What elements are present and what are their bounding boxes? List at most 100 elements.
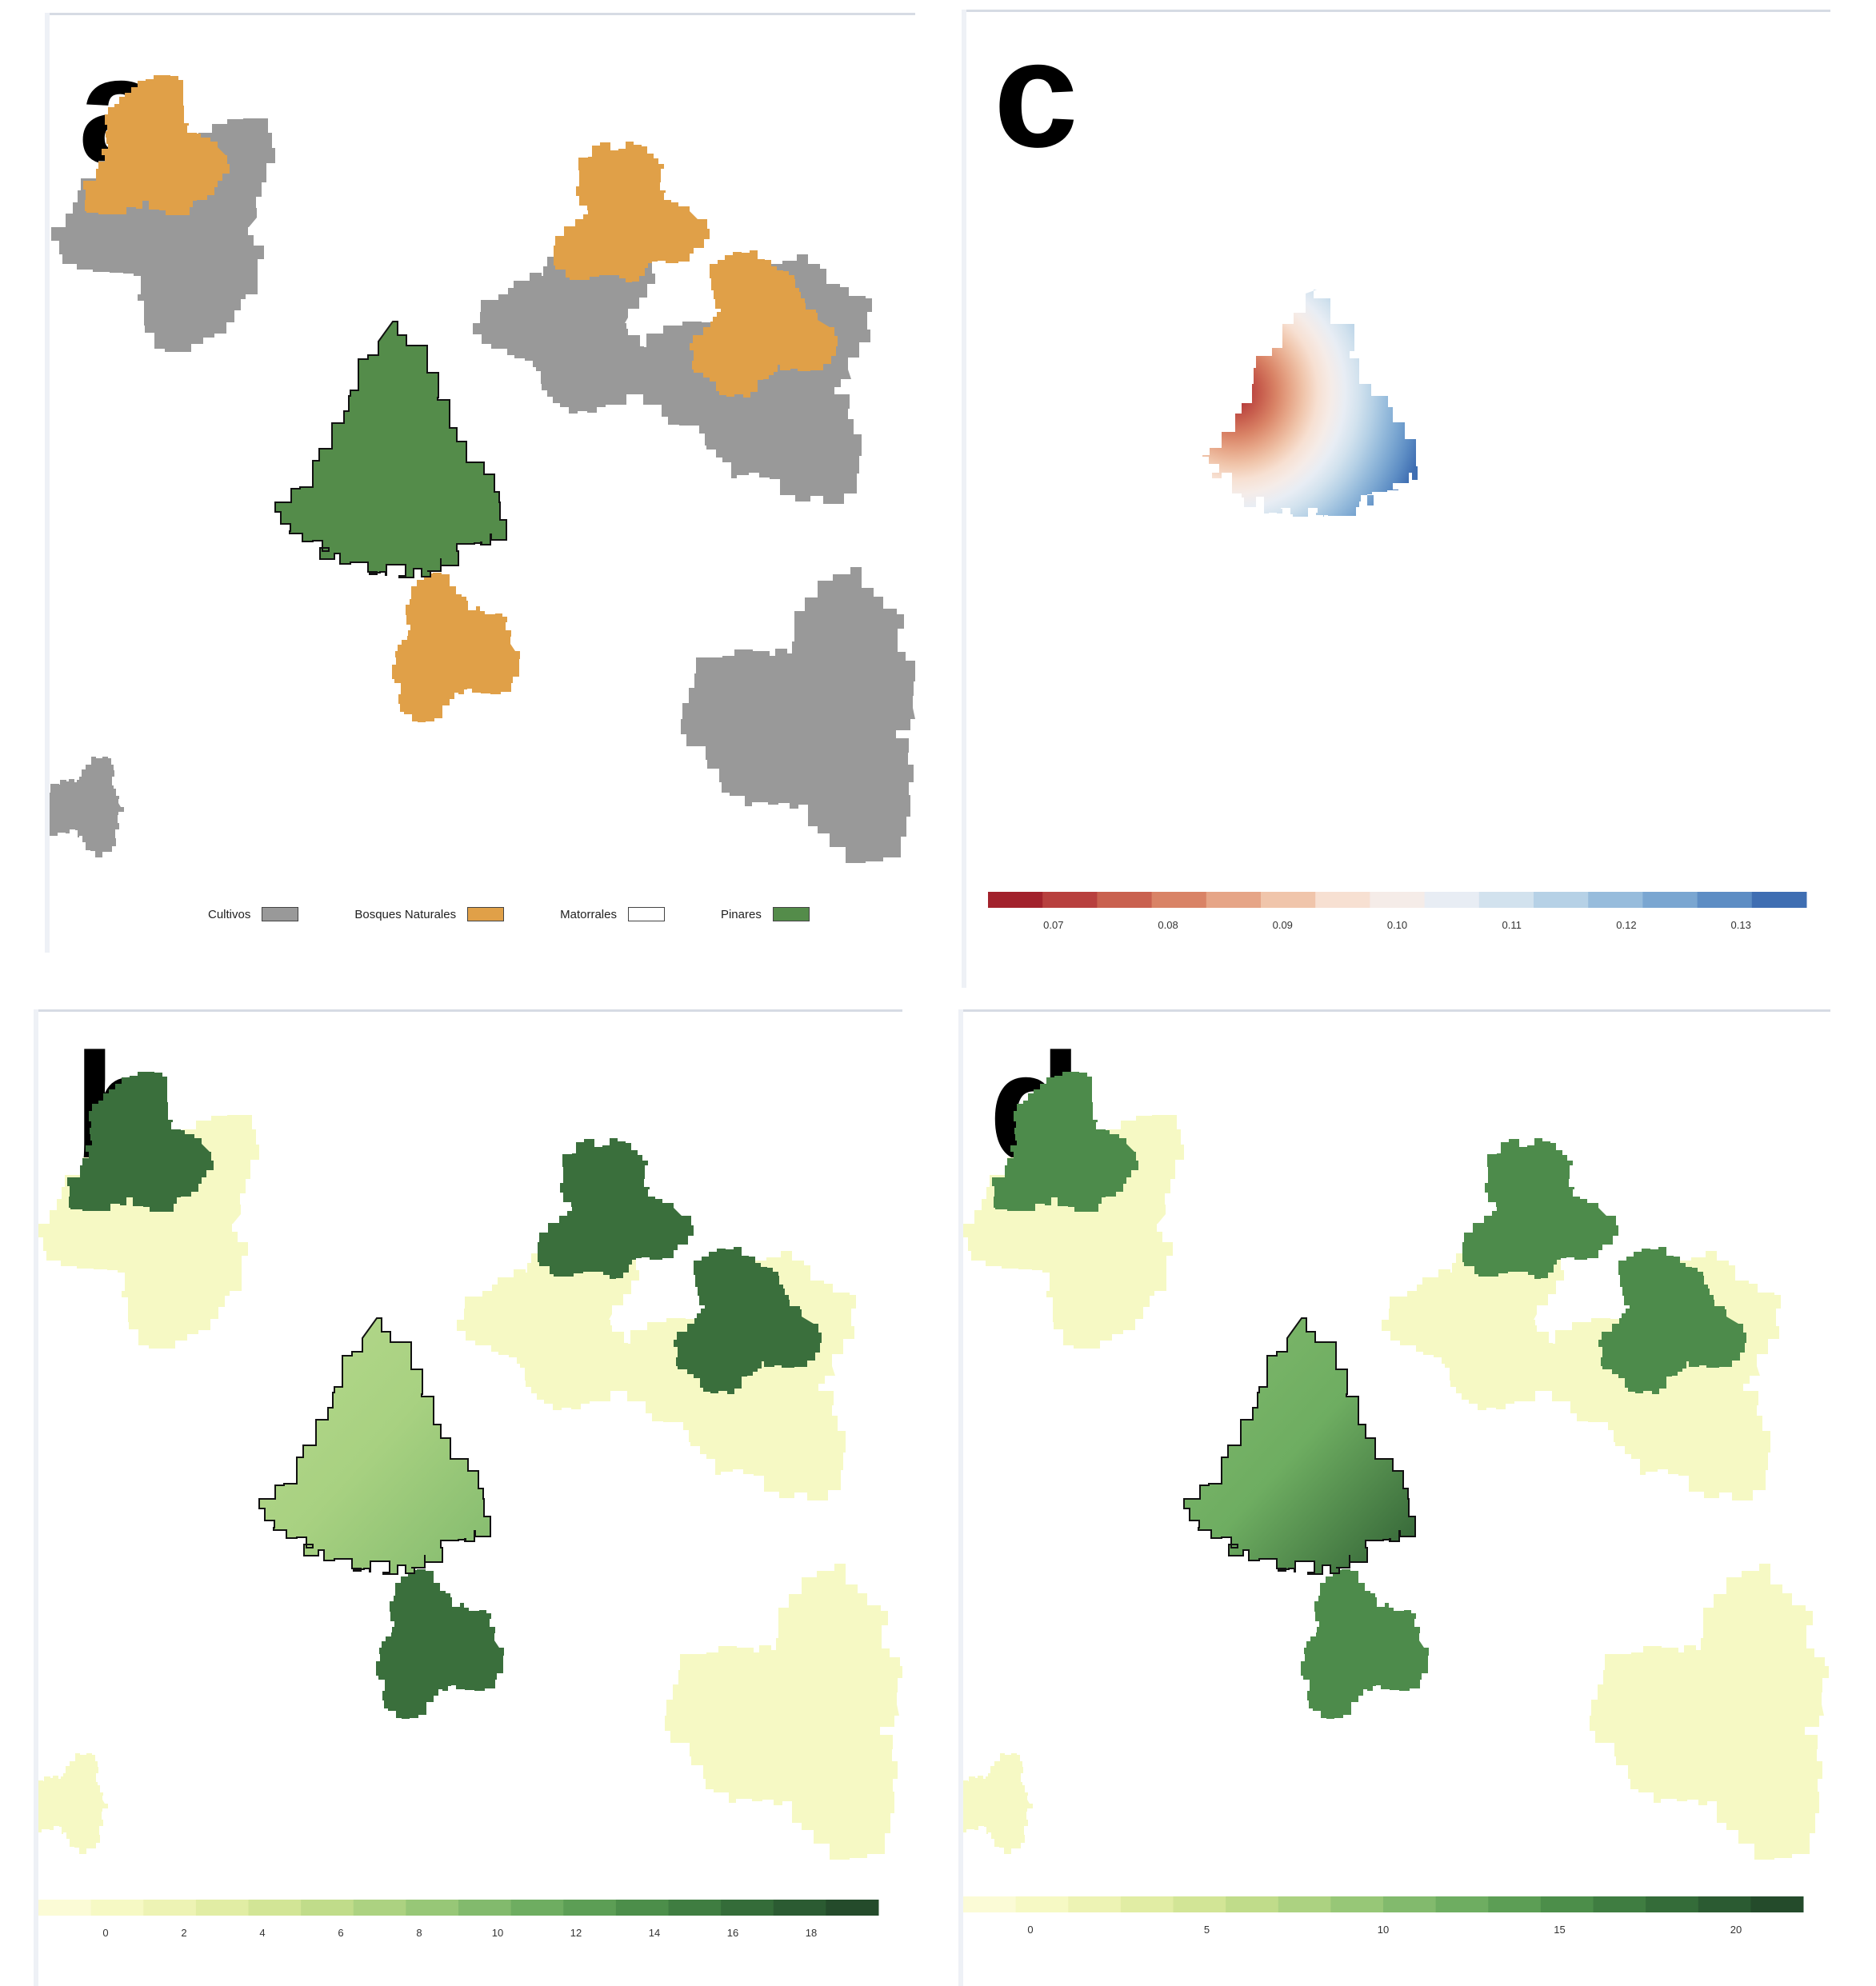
map-d-bosque-patch [1598, 1247, 1746, 1394]
map-d-colorbar-bin [1435, 1896, 1489, 1912]
map-b-colorbar-bin [668, 1900, 722, 1916]
map-b-colorbar-tick: 6 [338, 1927, 343, 1939]
map-c-colorbar-bin [1261, 892, 1316, 908]
map-c-colorbar-bin [1588, 892, 1643, 908]
map-a-bosque-patch [83, 75, 230, 215]
map-c-colorbar-bin [1424, 892, 1480, 908]
map-b-colorbar-bin [615, 1900, 669, 1916]
map-d-colorbar-bin [1593, 1896, 1646, 1912]
legend-item-cultivos: Cultivos [208, 907, 299, 921]
probability-map: 0.07 0.08 0.09 0.10 0.11 0.12 0.13 [988, 290, 1807, 931]
map-a-bosque-patch [392, 573, 520, 722]
map-b-colorbar-bin [563, 1900, 617, 1916]
map-b-bosque-patch [674, 1247, 822, 1394]
map-d-cultivos-patch [1590, 1564, 1829, 1860]
legend-item-matorrales: Matorrales [560, 907, 665, 921]
map-b-colorbar-tick: 4 [259, 1927, 265, 1939]
map-c-colorbar-bin [1751, 892, 1807, 908]
map-c-colorbar-bin [1534, 892, 1589, 908]
map-b-colorbar-bin [195, 1900, 249, 1916]
map-d-cultivos-patch [963, 1753, 1033, 1854]
land-cover-legend: Cultivos Bosques Naturales Matorrales Pi… [208, 907, 866, 921]
map-c-colorbar-bin [1642, 892, 1698, 908]
map-b-colorbar-bin [510, 1900, 564, 1916]
map-b-cultivos-patch [38, 1753, 108, 1854]
map-d-colorbar-bin [963, 1896, 1017, 1912]
map-c-colorbar-tick: 0.12 [1616, 919, 1636, 931]
map-c-colorbar-bin [1042, 892, 1098, 908]
map-a-cultivos-patch [681, 567, 915, 863]
abundance-map-b: 0 2 4 6 8 10 12 14 16 18 [38, 1072, 902, 1939]
map-d-bosque-patch [992, 1072, 1138, 1212]
map-b-colorbar-tick: 12 [570, 1927, 582, 1939]
map-d-colorbar-bin [1646, 1896, 1699, 1912]
legend-swatch-cultivos [262, 907, 299, 921]
map-a-cultivos-patch [473, 242, 655, 414]
map-d-colorbar-bin [1330, 1896, 1384, 1912]
map-b-pinar-patch [258, 1317, 491, 1575]
map-c-colorbar-bin [988, 892, 1043, 908]
map-b-bosque-patch [538, 1138, 694, 1279]
map-b-colorbar-tick: 0 [102, 1927, 108, 1939]
map-b-colorbar-tick: 14 [649, 1927, 660, 1939]
map-c-colorbar-bin [1097, 892, 1153, 908]
map-c-colorbar-tick: 0.11 [1502, 919, 1522, 931]
map-b-colorbar-tick: 18 [806, 1927, 817, 1939]
panel-letter-c: c [994, 10, 1078, 179]
map-c-colorbar-tick: 0.08 [1158, 919, 1178, 931]
panel-c: c 0.07 0.08 0.09 0.10 0.11 0.12 0.13 [966, 10, 1830, 988]
map-b-colorbar-bin [826, 1900, 879, 1916]
legend-item-pinares: Pinares [721, 907, 810, 921]
panel-a: a Cultivos Bosques Naturales Matorrales … [50, 13, 915, 953]
probability-patch [1202, 290, 1418, 517]
map-c-colorbar-bin [1697, 892, 1753, 908]
map-c-colorbar-bin [1206, 892, 1262, 908]
legend-swatch-matorrales [627, 907, 665, 921]
map-b-bosque-patch [67, 1072, 214, 1212]
map-d-cultivos-patch [1382, 1239, 1564, 1410]
map-a-bosque-patch [554, 142, 710, 282]
map-b-colorbar-bin [721, 1900, 774, 1916]
legend-item-bosques: Bosques Naturales [354, 907, 505, 921]
map-d-colorbar-bin [1278, 1896, 1331, 1912]
map-c-colorbar-tick: 0.13 [1731, 919, 1751, 931]
map-b-colorbar-bin [773, 1900, 826, 1916]
map-b-bosque-patch [376, 1569, 504, 1719]
map-b-colorbar-tick: 2 [181, 1927, 186, 1939]
map-b-colorbar-bin [406, 1900, 459, 1916]
map-b-colorbar-bin [458, 1900, 512, 1916]
abundance-map-d: 0 5 10 15 20 [963, 1072, 1829, 1936]
map-b-colorbar-bin [90, 1900, 144, 1916]
map-a-cultivos-patch [50, 757, 124, 857]
map-b-colorbar-bin [248, 1900, 302, 1916]
map-a-bosque-patch [690, 250, 838, 398]
map-d-colorbar-bin [1173, 1896, 1226, 1912]
legend-swatch-bosques [467, 907, 505, 921]
map-b-cultivos-patch [457, 1239, 639, 1410]
map-b-cultivos-patch [665, 1564, 902, 1860]
map-d-colorbar-tick: 15 [1554, 1924, 1565, 1936]
map-d-colorbar-tick: 10 [1378, 1924, 1389, 1936]
map-d-colorbar-bin [1226, 1896, 1279, 1912]
map-c-colorbar-bin [1478, 892, 1534, 908]
map-c-colorbar-bin [1315, 892, 1370, 908]
map-d-colorbar-bin [1068, 1896, 1122, 1912]
map-d-pinar-patch [1183, 1317, 1416, 1575]
map-d-bosque-patch [1462, 1138, 1618, 1279]
map-c-colorbar-bin [1151, 892, 1207, 908]
map-c-colorbar-tick: 0.07 [1043, 919, 1063, 931]
map-d-colorbar-tick: 0 [1027, 1924, 1033, 1936]
map-c-colorbar-tick: 0.09 [1273, 919, 1293, 931]
map-c-colorbar-tick: 0.10 [1387, 919, 1407, 931]
map-b-colorbar-tick: 16 [727, 1927, 738, 1939]
map-b-colorbar-bin [353, 1900, 406, 1916]
map-d-colorbar-bin [1540, 1896, 1594, 1912]
map-d-colorbar-bin [1750, 1896, 1804, 1912]
map-b-colorbar-bin [143, 1900, 197, 1916]
map-b-colorbar-bin [301, 1900, 354, 1916]
map-b-colorbar-bin [38, 1900, 92, 1916]
map-c-colorbar-bin [1370, 892, 1426, 908]
map-d-colorbar-bin [1698, 1896, 1751, 1912]
map-d-colorbar-bin [1120, 1896, 1174, 1912]
